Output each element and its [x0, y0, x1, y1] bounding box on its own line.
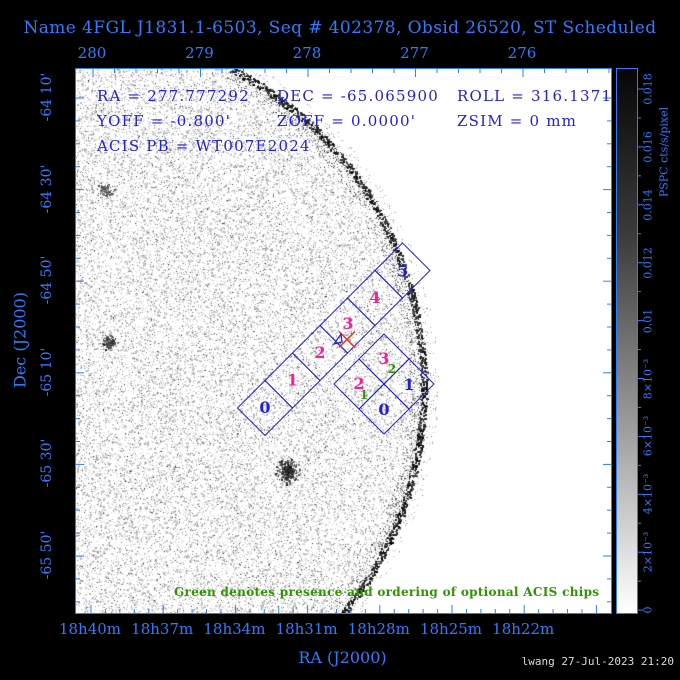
- top-axis-tick-label: 278: [292, 44, 322, 62]
- colorbar-tick-label: 0.012: [641, 246, 655, 279]
- chip-number-label: 3: [342, 314, 353, 333]
- aimpoint-x-marker: [338, 331, 356, 348]
- x-axis-title: RA (J2000): [298, 648, 387, 667]
- colorbar-tick-label: 2×10⁻³: [641, 531, 655, 573]
- bottom-axis-tick-label: 18h28m: [347, 620, 410, 638]
- acis-s-chip[interactable]: [374, 242, 431, 299]
- optional-chip-order-label: 2: [388, 362, 396, 376]
- chip-number-label: 3: [378, 349, 389, 368]
- colorbar-tick-label: 6×10⁻³: [641, 416, 655, 457]
- chip-number-label: 2: [353, 374, 364, 393]
- pointing-status-text: RA = 277.777292: [97, 87, 250, 105]
- dec-axis-tick-label: -65 30': [39, 439, 55, 488]
- pointing-status-text: DEC = -65.065900: [277, 87, 439, 105]
- chip-number-label: 0: [259, 398, 270, 417]
- pointing-status-text: ROLL = 316.1371: [457, 87, 613, 105]
- colorbar-gradient: [616, 68, 638, 614]
- chip-number-label: 4: [369, 288, 380, 307]
- top-axis-tick-label: 279: [185, 44, 214, 62]
- aimpoint-arrow-icon: [332, 332, 343, 345]
- bottom-axis-tick-label: 18h40m: [58, 620, 122, 638]
- colorbar-tick-label: 0.01: [641, 308, 655, 333]
- pointing-status-text: ZSIM = 0 mm: [457, 112, 578, 130]
- pointing-status-text: ZOFF = 0.0000': [277, 112, 417, 130]
- colorbar-tick-label: 0.014: [641, 189, 655, 221]
- colorbar-tick-label: 4×10⁻³: [641, 474, 655, 515]
- optional-chips-annotation: Green denotes presence and ordering of o…: [174, 585, 600, 599]
- chip-number-label: 2: [314, 343, 325, 362]
- bottom-axis-tick-label: 18h31m: [275, 620, 338, 638]
- acis-i-chip[interactable]: [358, 383, 410, 435]
- dec-axis-tick-label: -64 10': [39, 72, 55, 122]
- dec-axis-tick-label: -65 10': [39, 347, 55, 397]
- colorbar-tick-label: 0.016: [641, 131, 655, 163]
- bottom-axis-tick-label: 18h34m: [203, 620, 266, 638]
- pointing-status-text: YOFF = -0.800': [97, 112, 232, 130]
- pointing-status-text: ACIS PB = WT007E2024: [97, 137, 311, 155]
- top-axis-tick-label: 280: [77, 44, 107, 62]
- colorbar-tick-label: 0.018: [641, 73, 655, 105]
- colorbar-ticks: [638, 88, 644, 611]
- chip-number-label: 5: [397, 262, 408, 281]
- user-timestamp: lwang 27-Jul-2023 21:20: [521, 655, 674, 668]
- bottom-axis-tick-label: 18h22m: [492, 620, 555, 638]
- optional-chip-order-label: 1: [360, 388, 368, 402]
- colorbar-unit-label: PSPC cts/s/pixel: [657, 106, 671, 198]
- dec-axis-tick-label: -65 50': [39, 530, 55, 580]
- bottom-axis-tick-label: 18h37m: [131, 620, 194, 638]
- colorbar-tick-label: 0: [641, 606, 655, 614]
- top-axis-tick-label: 276: [507, 44, 537, 62]
- chip-number-label: 1: [403, 375, 414, 394]
- chip-number-label: 1: [287, 371, 298, 390]
- dec-axis-tick-label: -64 50': [39, 255, 55, 305]
- page-title: Name 4FGL J1831.1-6503, Seq # 402378, Ob…: [23, 18, 657, 38]
- top-axis-tick-label: 277: [400, 44, 429, 62]
- dec-axis-tick-label: -64 30': [39, 164, 55, 213]
- bottom-axis-tick-label: 18h25m: [419, 620, 483, 638]
- colorbar-tick-label: 8×10⁻³: [641, 358, 655, 399]
- chip-number-label: 0: [378, 400, 389, 419]
- y-axis-title: Dec (J2000): [10, 292, 30, 388]
- sky-image[interactable]: [76, 69, 611, 613]
